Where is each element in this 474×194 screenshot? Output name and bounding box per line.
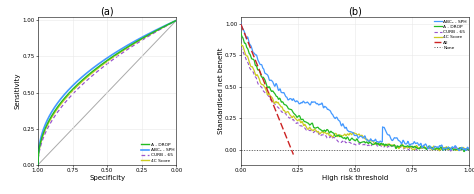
Legend: A - DROP, ABC₂ - SPH, CURB - 65, 4C Score: A - DROP, ABC₂ - SPH, CURB - 65, 4C Scor… — [141, 143, 174, 163]
X-axis label: Specificity: Specificity — [89, 175, 125, 181]
Y-axis label: Sensitivity: Sensitivity — [15, 73, 21, 109]
X-axis label: High risk threshold: High risk threshold — [322, 175, 388, 181]
Legend: ABC₂ - SPH, A - DROP, CURB - 65, 4C Score, All, None: ABC₂ - SPH, A - DROP, CURB - 65, 4C Scor… — [434, 20, 467, 50]
Title: (b): (b) — [348, 7, 362, 17]
Title: (a): (a) — [100, 7, 114, 17]
Y-axis label: Standardised net benefit: Standardised net benefit — [218, 48, 224, 134]
